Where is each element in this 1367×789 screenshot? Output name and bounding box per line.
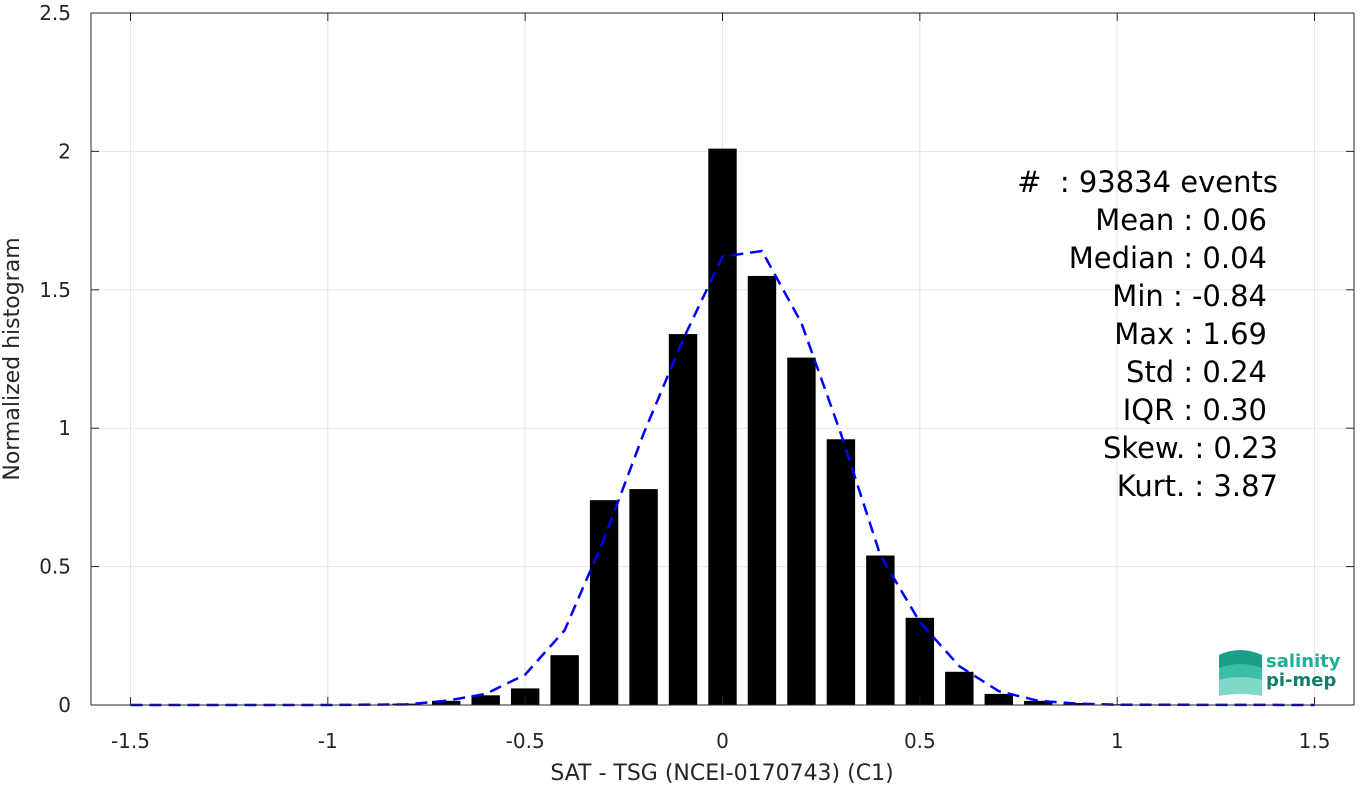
stats-min: Min : -0.84 <box>1112 279 1267 313</box>
histogram-bar <box>550 655 578 705</box>
histogram-bar <box>985 694 1013 705</box>
histogram-bar <box>866 556 894 705</box>
x-tick-label: -0.5 <box>506 729 545 753</box>
y-tick-label: 2 <box>58 139 71 163</box>
x-tick-label: 1.5 <box>1299 729 1331 753</box>
histogram-bar <box>708 149 736 705</box>
x-axis-label: SAT - TSG (NCEI-0170743) (C1) <box>550 761 893 785</box>
x-tick-label: 1 <box>1111 729 1124 753</box>
stats-events: # : 93834 events <box>1017 165 1278 199</box>
y-tick-label: 0.5 <box>39 555 71 579</box>
histogram-bar <box>906 618 934 705</box>
stats-skew: Skew. : 0.23 <box>1103 431 1278 465</box>
x-tick-label: 0.5 <box>904 729 936 753</box>
y-axis-label: Normalized histogram <box>0 237 25 480</box>
x-tick-label: -1.5 <box>111 729 150 753</box>
histogram-bar <box>669 334 697 705</box>
y-tick-label: 1 <box>58 416 71 440</box>
histogram-bar <box>590 500 618 705</box>
stats-iqr: IQR : 0.30 <box>1123 393 1267 427</box>
histogram-bar <box>629 489 657 705</box>
histogram-bar <box>945 672 973 705</box>
y-tick-label: 2.5 <box>39 1 71 25</box>
x-tick-label: -1 <box>318 729 338 753</box>
logo-line2: pi-mep <box>1266 670 1336 691</box>
stats-mean: Mean : 0.06 <box>1095 203 1267 237</box>
y-tick-label: 1.5 <box>39 278 71 302</box>
y-tick-label: 0 <box>58 693 71 717</box>
histogram-bar <box>748 276 776 705</box>
x-tick-label: 0 <box>716 729 729 753</box>
stats-median: Median : 0.04 <box>1069 241 1267 275</box>
histogram-bar <box>827 439 855 705</box>
histogram-bar <box>787 358 815 705</box>
salinity-pimep-logo: salinity pi-mep <box>1219 650 1341 696</box>
stats-max: Max : 1.69 <box>1114 317 1267 351</box>
stats-std: Std : 0.24 <box>1126 355 1267 389</box>
logo-wave-icon <box>1219 650 1262 696</box>
stats-kurt: Kurt. : 3.87 <box>1117 469 1278 503</box>
logo-line1: salinity <box>1266 651 1341 672</box>
